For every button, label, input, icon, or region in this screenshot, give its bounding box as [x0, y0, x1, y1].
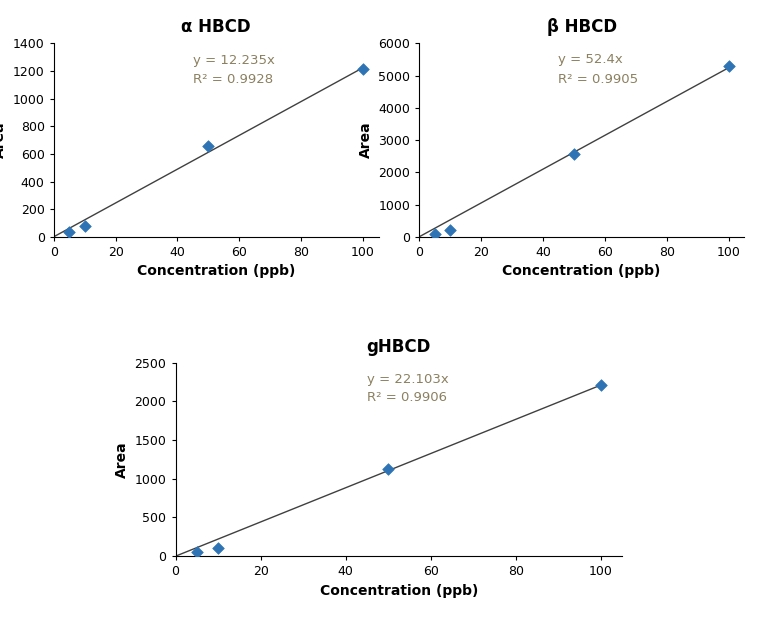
Text: R² = 0.9905: R² = 0.9905 — [558, 73, 638, 86]
Point — [357, 64, 369, 74]
Text: y = 52.4x: y = 52.4x — [558, 53, 623, 66]
Text: R² = 0.9906: R² = 0.9906 — [367, 391, 447, 404]
Point — [212, 543, 224, 553]
Text: R² = 0.9928: R² = 0.9928 — [193, 73, 273, 86]
Point — [382, 465, 394, 475]
Text: y = 12.235x: y = 12.235x — [193, 54, 275, 67]
Point — [444, 226, 456, 235]
Point — [723, 62, 735, 72]
Point — [191, 547, 203, 557]
X-axis label: Concentration (ppb): Concentration (ppb) — [320, 584, 478, 598]
X-axis label: Concentration (ppb): Concentration (ppb) — [137, 265, 295, 278]
Point — [594, 380, 607, 390]
Point — [63, 227, 75, 237]
Point — [568, 149, 580, 159]
Point — [202, 141, 215, 151]
Title: gHBCD: gHBCD — [367, 337, 431, 355]
Title: α HBCD: α HBCD — [181, 18, 251, 36]
Y-axis label: Area: Area — [358, 122, 373, 158]
Y-axis label: Area: Area — [115, 441, 129, 478]
Title: β HBCD: β HBCD — [547, 18, 617, 36]
Point — [429, 229, 441, 239]
Text: y = 22.103x: y = 22.103x — [367, 373, 449, 386]
Point — [78, 221, 91, 231]
Y-axis label: Area: Area — [0, 122, 7, 158]
X-axis label: Concentration (ppb): Concentration (ppb) — [502, 265, 660, 278]
